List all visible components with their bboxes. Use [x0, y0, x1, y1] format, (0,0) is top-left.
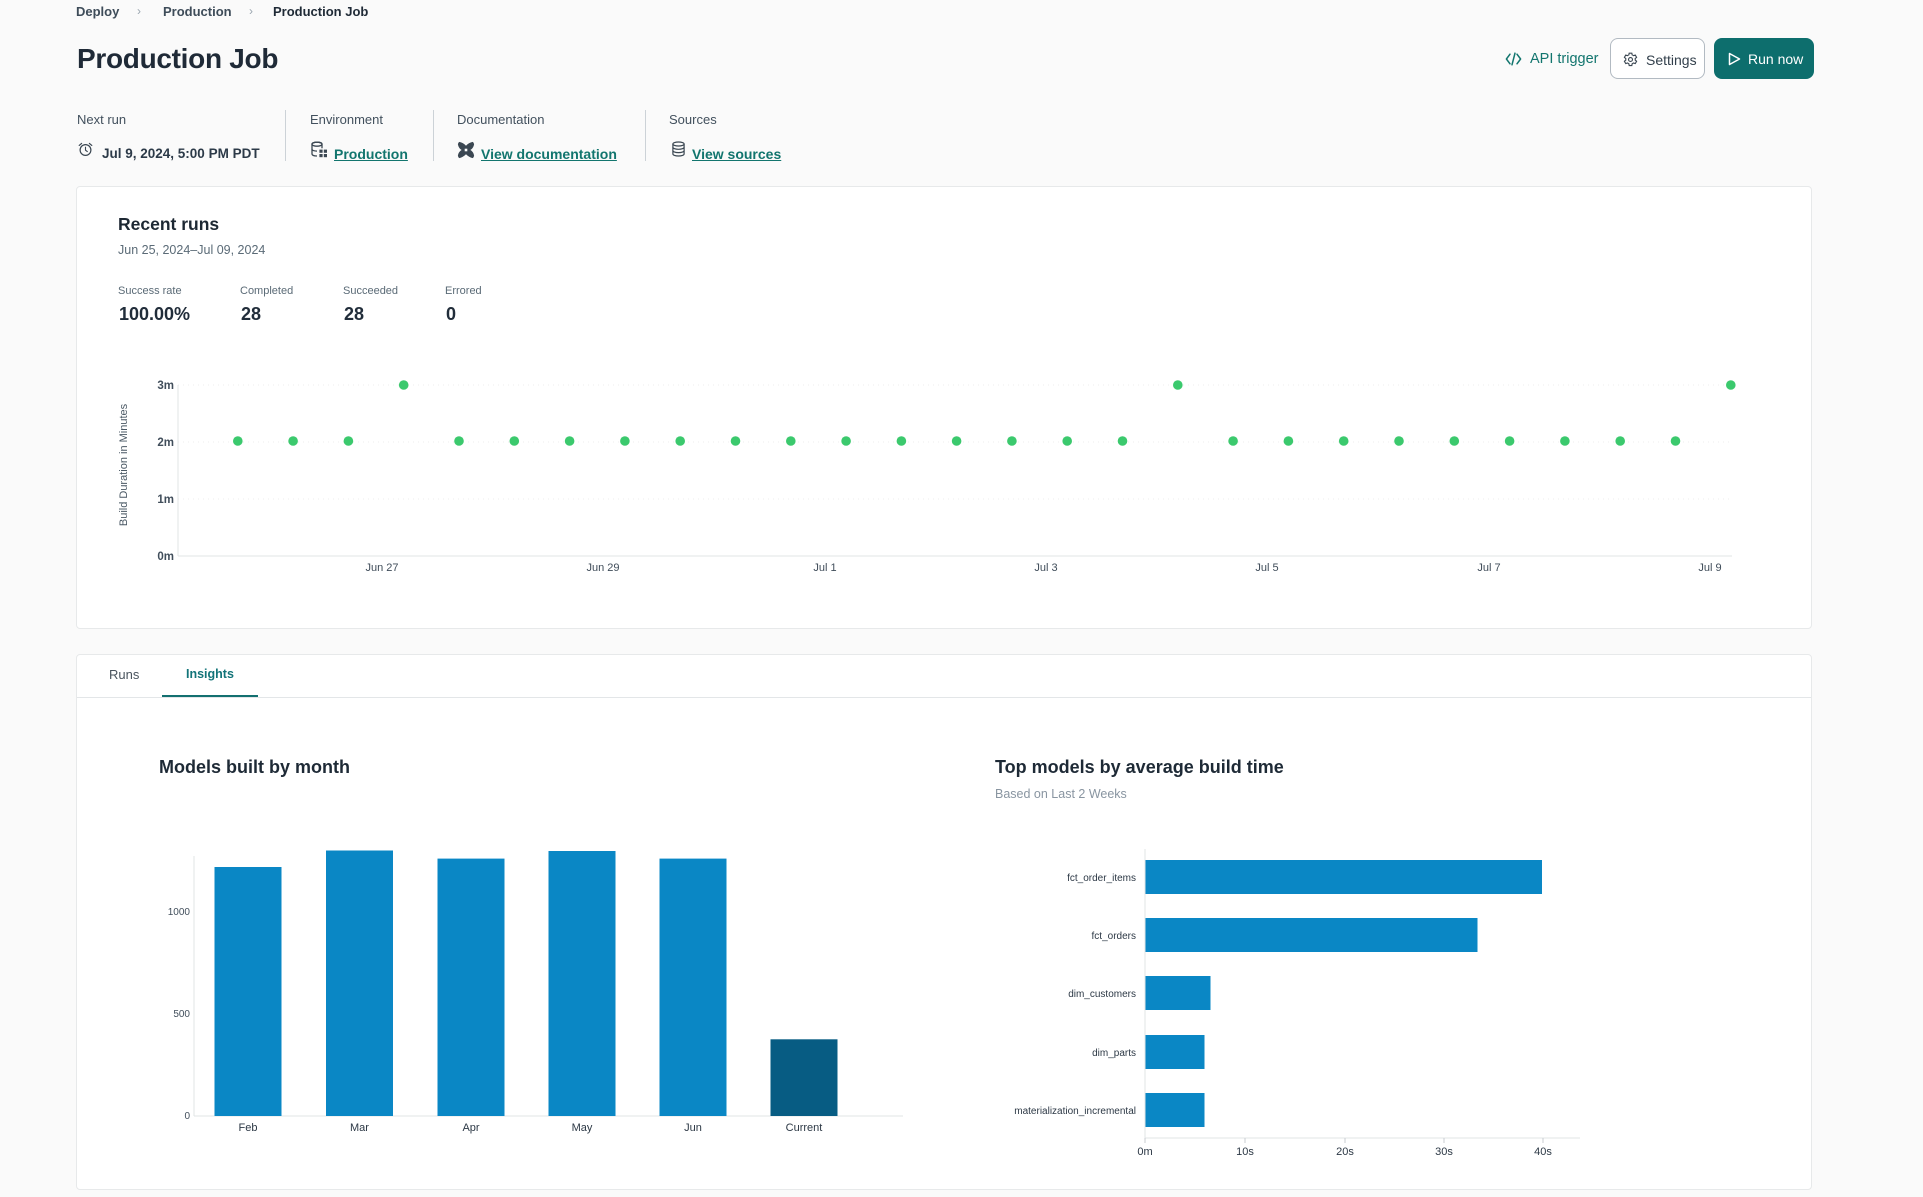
svg-text:500: 500: [173, 1009, 190, 1020]
svg-text:0: 0: [184, 1111, 190, 1122]
svg-text:fct_order_items: fct_order_items: [1067, 873, 1136, 884]
svg-text:Jun: Jun: [684, 1122, 702, 1134]
svg-text:dim_parts: dim_parts: [1092, 1048, 1136, 1059]
svg-text:1000: 1000: [168, 907, 191, 918]
svg-text:Jul 7: Jul 7: [1477, 562, 1500, 574]
svg-text:fct_orders: fct_orders: [1092, 931, 1136, 942]
svg-text:Build Duration in Minutes: Build Duration in Minutes: [118, 403, 130, 526]
svg-text:3m: 3m: [157, 380, 174, 392]
svg-text:20s: 20s: [1336, 1146, 1354, 1158]
svg-text:Jun 27: Jun 27: [365, 562, 398, 574]
svg-text:Jul 1: Jul 1: [813, 562, 836, 574]
svg-text:Mar: Mar: [350, 1122, 369, 1134]
svg-text:1m: 1m: [157, 494, 174, 506]
svg-text:Jun 29: Jun 29: [586, 562, 619, 574]
svg-text:May: May: [572, 1122, 593, 1134]
svg-text:Jul 3: Jul 3: [1034, 562, 1057, 574]
svg-text:materialization_incremental: materialization_incremental: [1014, 1106, 1136, 1117]
svg-text:0m: 0m: [1137, 1146, 1152, 1158]
svg-text:Apr: Apr: [462, 1122, 479, 1134]
svg-text:Current: Current: [786, 1122, 823, 1134]
svg-text:Jul 9: Jul 9: [1698, 562, 1721, 574]
svg-text:Jul 5: Jul 5: [1255, 562, 1278, 574]
svg-text:30s: 30s: [1435, 1146, 1453, 1158]
svg-text:2m: 2m: [157, 437, 174, 449]
svg-text:Feb: Feb: [239, 1122, 258, 1134]
svg-text:40s: 40s: [1534, 1146, 1552, 1158]
svg-text:10s: 10s: [1236, 1146, 1254, 1158]
svg-text:0m: 0m: [157, 551, 174, 563]
svg-text:dim_customers: dim_customers: [1068, 989, 1136, 1000]
